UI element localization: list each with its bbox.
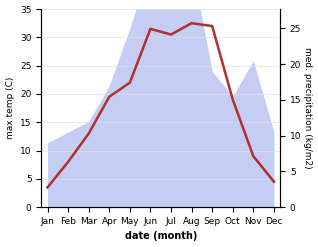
Y-axis label: max temp (C): max temp (C) xyxy=(5,77,15,139)
Y-axis label: med. precipitation (kg/m2): med. precipitation (kg/m2) xyxy=(303,47,313,169)
X-axis label: date (month): date (month) xyxy=(125,231,197,242)
